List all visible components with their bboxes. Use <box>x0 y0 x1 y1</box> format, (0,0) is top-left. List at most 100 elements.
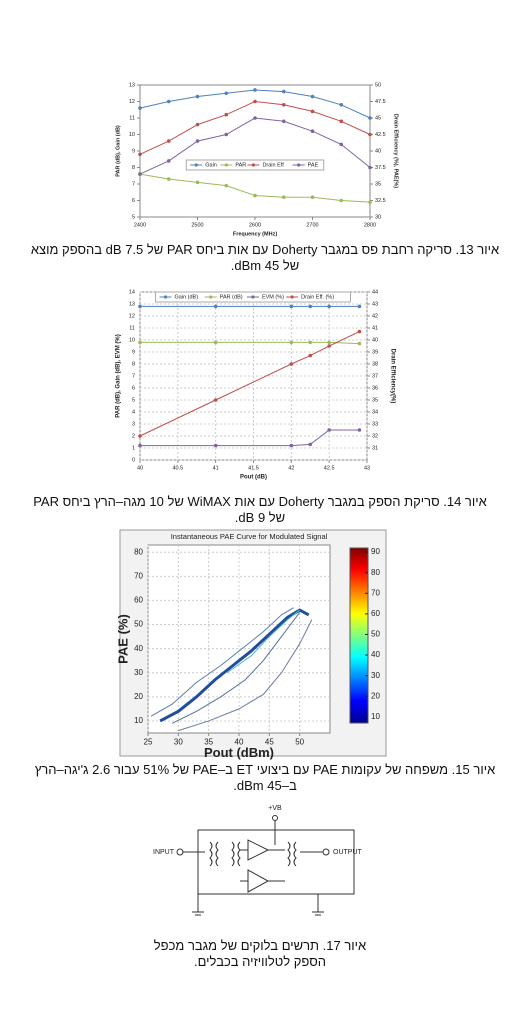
x-tick-label: 30 <box>174 738 183 747</box>
marker <box>253 88 257 92</box>
x-tick-label: 41.5 <box>248 465 259 471</box>
colorbar-tick-label: 20 <box>371 691 380 700</box>
marker <box>368 200 372 204</box>
marker <box>138 172 142 176</box>
x-axis-title: Pout (dB) <box>240 475 267 481</box>
diagram-label: INPUT <box>153 849 175 856</box>
legend-label: Gain (dB) <box>175 294 199 300</box>
marker <box>368 132 372 137</box>
series-line <box>140 341 360 345</box>
x-axis-title: Frequency (MHz) <box>233 231 277 237</box>
y-tick-label: 11 <box>129 115 135 121</box>
block-diagram <box>176 815 355 916</box>
marker <box>339 119 344 124</box>
colorbar-tick-label: 80 <box>371 568 380 577</box>
marker <box>339 103 344 107</box>
y-tick-label: 12 <box>129 313 135 319</box>
marker <box>357 329 362 334</box>
y-tick-label: 10 <box>134 716 143 725</box>
marker <box>357 428 362 432</box>
x-tick-label: 45 <box>265 738 274 747</box>
x-tick-label: 2600 <box>249 222 261 228</box>
y2-tick-label: 44 <box>372 289 378 295</box>
y-tick-label: 9 <box>132 148 135 154</box>
legend-label: Gain <box>205 162 217 168</box>
y-tick-label: 10 <box>129 337 135 343</box>
y-tick-label: 3 <box>132 421 135 427</box>
y-tick-label: 2 <box>132 433 135 439</box>
y-tick-label: 9 <box>132 349 135 355</box>
marker <box>327 428 331 432</box>
legend-label: EVM (%) <box>262 294 284 300</box>
marker <box>310 129 315 133</box>
colorbar-tick-label: 40 <box>371 650 380 659</box>
x-tick-label: 2500 <box>191 222 203 228</box>
y-tick-label: 5 <box>132 214 135 220</box>
marker <box>213 398 218 402</box>
y-tick-label: 6 <box>132 198 135 204</box>
marker <box>166 99 171 104</box>
colorbar-tick-label: 60 <box>371 609 380 618</box>
y2-tick-label: 34 <box>372 409 378 415</box>
marker <box>308 304 313 309</box>
series-line <box>226 609 300 674</box>
marker <box>213 304 218 309</box>
caption: איור 17. תרשים בלוקים של מגבר מכפל הספק … <box>153 938 367 969</box>
y-tick-label: 7 <box>132 181 135 187</box>
x-tick-label: 25 <box>144 738 153 747</box>
marker <box>224 132 229 137</box>
y2-tick-label: 33 <box>372 421 378 427</box>
marker <box>224 91 229 96</box>
legend-marker <box>163 295 168 299</box>
marker <box>195 139 200 143</box>
series-line <box>178 619 313 732</box>
marker <box>281 119 286 124</box>
marker <box>327 340 331 345</box>
marker <box>281 195 286 199</box>
marker <box>308 442 313 447</box>
colorbar <box>349 547 369 724</box>
marker <box>253 193 257 198</box>
x-tick-label: 43 <box>364 465 370 471</box>
marker <box>308 353 313 358</box>
caption: איור 14. סריקת הספק במגבר Doherty עם אות… <box>33 494 487 525</box>
y2-axis-title: Drain Efficiency (%), PAE(%) <box>393 114 399 188</box>
y2-tick-label: 35 <box>375 181 381 187</box>
y-tick-label: 14 <box>129 289 135 295</box>
y2-tick-label: 42.5 <box>375 132 386 138</box>
marker <box>289 362 294 366</box>
marker <box>327 304 331 309</box>
marker <box>138 443 142 448</box>
x-tick-label: 40 <box>235 738 244 747</box>
marker <box>368 165 372 170</box>
x-tick-label: 42.5 <box>324 465 335 471</box>
x-tick-label: 2800 <box>364 222 376 228</box>
legend-label: PAR (dB) <box>220 294 243 300</box>
y2-tick-label: 41 <box>372 325 378 331</box>
marker <box>289 304 294 309</box>
marker <box>357 341 362 346</box>
marker <box>310 195 315 199</box>
y2-tick-label: 37.5 <box>375 165 386 171</box>
y-tick-label: 60 <box>134 596 143 605</box>
y-tick-label: 6 <box>132 385 135 391</box>
series-line <box>140 429 360 447</box>
y-axis-title: PAR (dB), Gain (dB) <box>115 125 121 177</box>
y2-tick-label: 37 <box>372 373 378 379</box>
marker <box>138 106 142 110</box>
colorbar-tick-label: 30 <box>371 671 380 680</box>
marker <box>308 340 313 345</box>
y2-tick-label: 38 <box>372 361 378 367</box>
marker <box>289 443 294 448</box>
marker <box>166 159 171 163</box>
marker <box>310 109 315 114</box>
x-tick-label: 35 <box>204 738 213 747</box>
y-axis-title: PAE (%) <box>115 614 130 664</box>
series-line <box>159 608 310 723</box>
marker <box>327 344 331 348</box>
x-tick-label: 41 <box>213 465 219 471</box>
y-tick-label: 7 <box>132 373 135 379</box>
x-tick-label: 50 <box>295 738 304 747</box>
marker <box>195 94 200 99</box>
